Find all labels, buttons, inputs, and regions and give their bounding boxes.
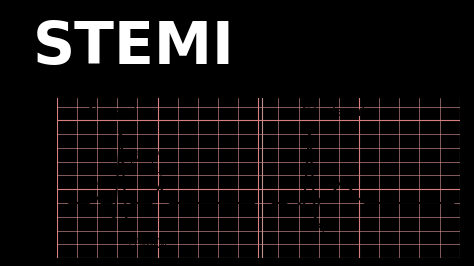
Text: STEMI: STEMI <box>33 19 235 76</box>
Text: T: T <box>157 172 164 181</box>
Text: P: P <box>92 181 98 191</box>
Text: ST elevation: ST elevation <box>302 105 388 119</box>
Text: ST Interval: ST Interval <box>129 243 167 249</box>
Text: Q: Q <box>109 217 117 227</box>
Text: R: R <box>116 112 123 122</box>
Text: ST Segment: ST Segment <box>120 151 163 156</box>
Text: Normal: Normal <box>88 105 138 119</box>
Text: S: S <box>125 223 131 233</box>
